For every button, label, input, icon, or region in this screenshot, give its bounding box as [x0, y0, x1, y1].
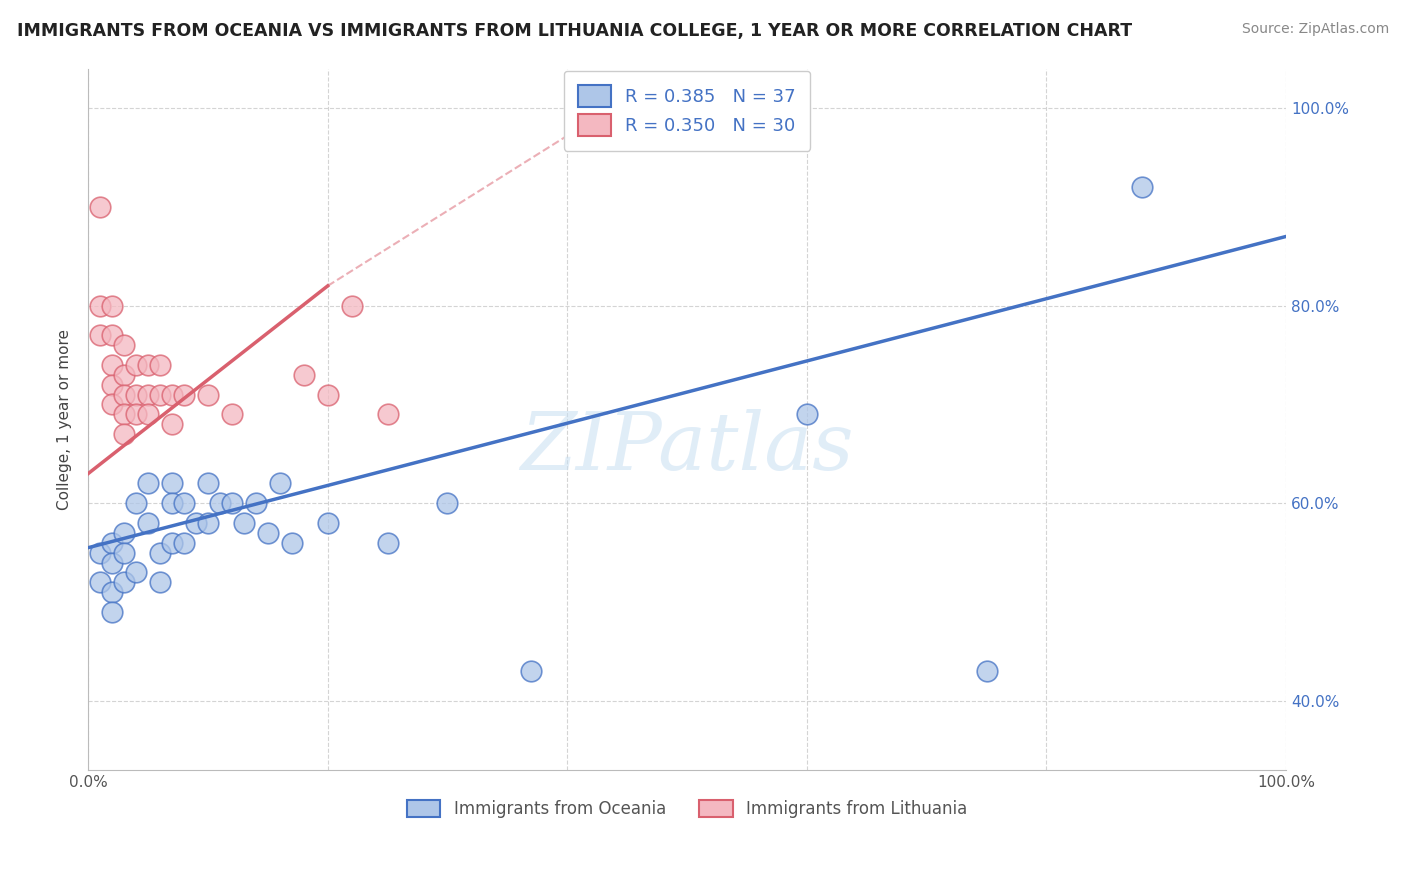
Point — [520, 664, 543, 678]
Point — [149, 358, 172, 372]
Point — [89, 575, 111, 590]
Point — [269, 476, 291, 491]
Point — [101, 377, 124, 392]
Point — [316, 516, 339, 530]
Point — [281, 535, 304, 549]
Point — [112, 427, 135, 442]
Point — [125, 496, 148, 510]
Point — [173, 535, 195, 549]
Point — [112, 575, 135, 590]
Legend: Immigrants from Oceania, Immigrants from Lithuania: Immigrants from Oceania, Immigrants from… — [401, 793, 974, 825]
Point — [221, 496, 243, 510]
Point — [101, 397, 124, 411]
Point — [197, 387, 219, 401]
Point — [101, 605, 124, 619]
Point — [112, 387, 135, 401]
Point — [136, 407, 159, 421]
Point — [796, 407, 818, 421]
Point — [197, 476, 219, 491]
Point — [125, 358, 148, 372]
Point — [160, 476, 183, 491]
Point — [101, 556, 124, 570]
Point — [160, 496, 183, 510]
Point — [101, 328, 124, 343]
Point — [340, 299, 363, 313]
Point — [184, 516, 207, 530]
Point — [245, 496, 267, 510]
Point — [377, 535, 399, 549]
Point — [221, 407, 243, 421]
Point — [208, 496, 231, 510]
Point — [1130, 180, 1153, 194]
Point — [112, 368, 135, 382]
Point — [125, 407, 148, 421]
Point — [89, 200, 111, 214]
Point — [436, 496, 458, 510]
Point — [149, 387, 172, 401]
Point — [112, 546, 135, 560]
Point — [136, 387, 159, 401]
Text: Source: ZipAtlas.com: Source: ZipAtlas.com — [1241, 22, 1389, 37]
Point — [136, 476, 159, 491]
Point — [149, 575, 172, 590]
Text: IMMIGRANTS FROM OCEANIA VS IMMIGRANTS FROM LITHUANIA COLLEGE, 1 YEAR OR MORE COR: IMMIGRANTS FROM OCEANIA VS IMMIGRANTS FR… — [17, 22, 1132, 40]
Point — [149, 546, 172, 560]
Point — [136, 358, 159, 372]
Point — [160, 387, 183, 401]
Point — [232, 516, 254, 530]
Point — [89, 299, 111, 313]
Point — [173, 387, 195, 401]
Point — [160, 417, 183, 432]
Point — [89, 328, 111, 343]
Point — [316, 387, 339, 401]
Point — [101, 358, 124, 372]
Point — [89, 546, 111, 560]
Point — [160, 535, 183, 549]
Point — [112, 338, 135, 352]
Point — [292, 368, 315, 382]
Y-axis label: College, 1 year or more: College, 1 year or more — [58, 329, 72, 509]
Point — [125, 566, 148, 580]
Point — [101, 585, 124, 599]
Point — [976, 664, 998, 678]
Point — [112, 407, 135, 421]
Point — [101, 299, 124, 313]
Point — [197, 516, 219, 530]
Point — [101, 535, 124, 549]
Point — [112, 525, 135, 540]
Text: ZIPatlas: ZIPatlas — [520, 409, 853, 486]
Point — [173, 496, 195, 510]
Point — [256, 525, 278, 540]
Point — [377, 407, 399, 421]
Point — [125, 387, 148, 401]
Point — [136, 516, 159, 530]
